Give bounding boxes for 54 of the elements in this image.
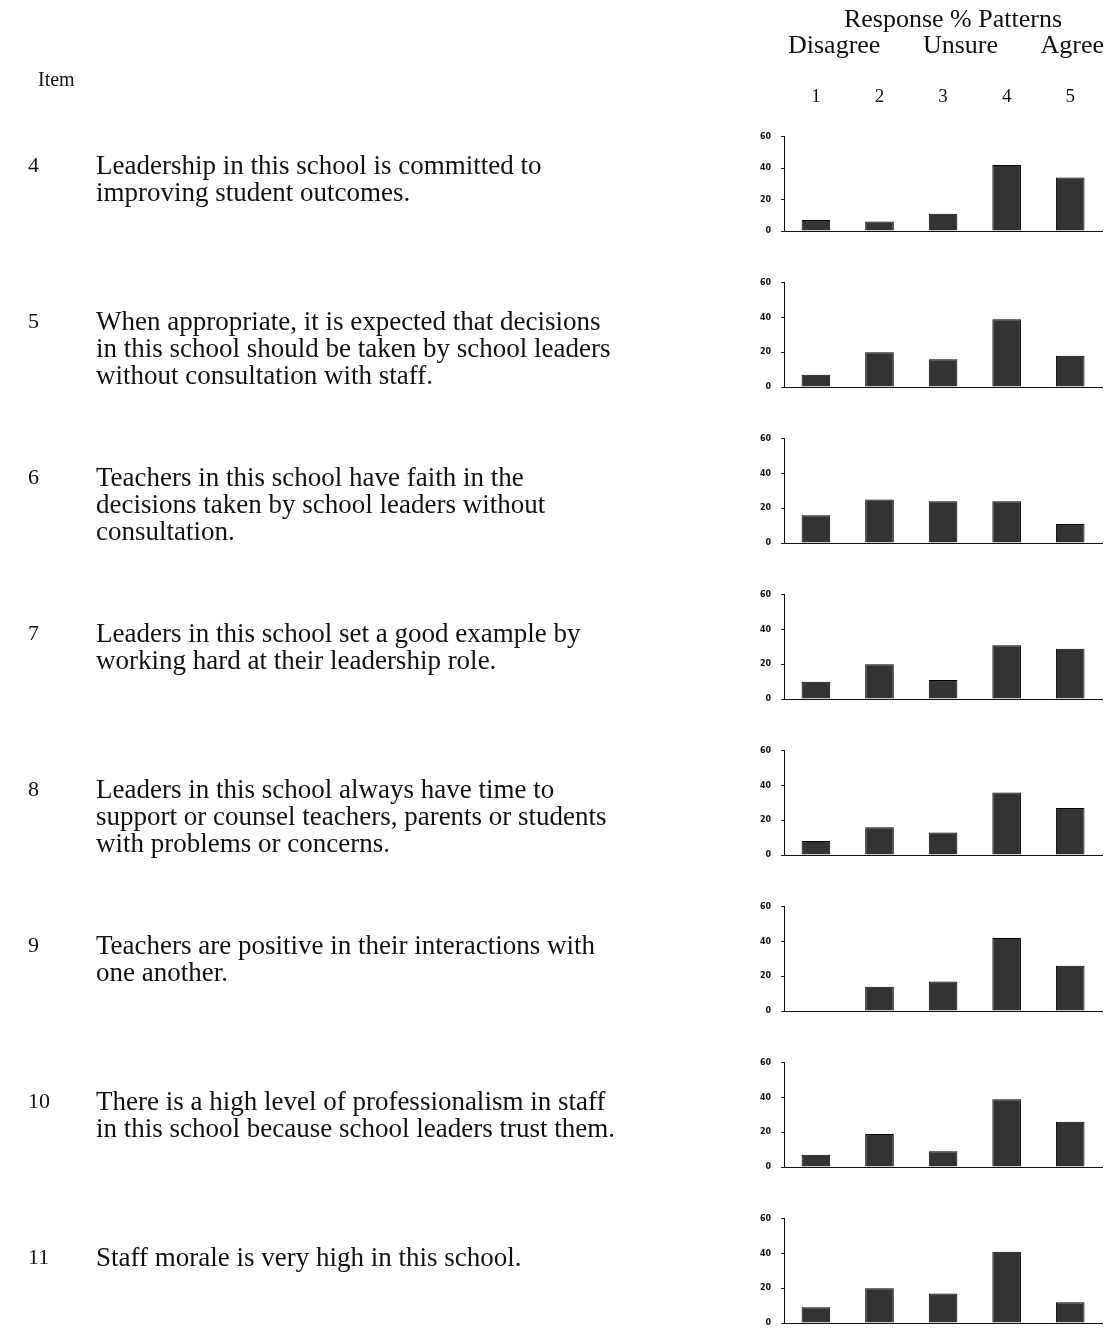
y-tick-label: 0 <box>765 850 772 860</box>
y-tick-label: 60 <box>759 277 772 287</box>
y-tick-label: 0 <box>765 1162 772 1172</box>
x-tick-label: 2 <box>874 85 885 107</box>
text: 6 <box>28 464 39 490</box>
text: 11 <box>28 1244 50 1270</box>
y-tick-label: 40 <box>759 468 772 478</box>
text: When appropriate, it is expected that decisions in this school should be taken by school leaders without consultation with staff. <box>96 306 612 390</box>
y-tick-label: 0 <box>765 694 772 704</box>
text: There is a high level of professionalism in staff in this school because school leaders trust them. <box>96 1086 616 1143</box>
y-tick-label: 60 <box>759 901 772 911</box>
y-tick-label: 20 <box>759 503 772 513</box>
y-tick-label: 40 <box>759 936 772 946</box>
y-tick-label: 60 <box>759 745 772 755</box>
y-tick-label: 20 <box>759 1283 772 1293</box>
text: Leadership in this school is committed to improving student outcomes. <box>96 150 543 207</box>
text: 9 <box>28 932 39 958</box>
text: Item <box>38 68 75 91</box>
y-tick-label: 0 <box>765 382 772 392</box>
y-tick-label: 40 <box>759 312 772 322</box>
text: 7 <box>28 620 39 646</box>
y-tick-label: 20 <box>759 659 772 669</box>
text: 5 <box>28 308 39 334</box>
y-tick-label: 0 <box>765 1006 772 1016</box>
text: Teachers are positive in their interactions with one another. <box>96 930 596 987</box>
y-tick-label: 20 <box>759 1127 772 1137</box>
x-tick-label: 1 <box>811 85 821 107</box>
y-tick-label: 60 <box>759 1213 772 1223</box>
y-tick-label: 40 <box>759 1248 772 1258</box>
x-tick-label: 5 <box>1065 85 1075 107</box>
y-tick-label: 0 <box>765 538 772 548</box>
y-tick-label: 40 <box>759 624 772 634</box>
y-tick-label: 20 <box>759 194 772 204</box>
x-tick-label: 4 <box>1001 85 1012 107</box>
x-tick-label: 3 <box>938 85 948 107</box>
y-tick-label: 0 <box>765 1318 772 1328</box>
text: Leaders in this school always have time to support or counsel teachers, parents or students with problems or concerns. <box>96 774 608 858</box>
y-tick-label: 0 <box>765 226 772 236</box>
y-tick-label: 60 <box>759 433 772 443</box>
text: 8 <box>28 776 39 802</box>
text: 10 <box>28 1088 50 1114</box>
y-tick-label: 60 <box>759 131 772 141</box>
y-tick-label: 40 <box>759 163 772 173</box>
y-tick-label: 20 <box>759 815 772 825</box>
y-tick-label: 20 <box>759 971 772 981</box>
text: Teachers in this school have faith in the decisions taken by school leaders without consultation. <box>96 462 547 546</box>
y-tick-label: 60 <box>759 589 772 599</box>
text: 4 <box>28 152 39 178</box>
text: Staff morale is very high in this school. <box>96 1242 523 1272</box>
text: Leaders in this school set a good example by working hard at their leadership role. <box>96 618 582 675</box>
y-tick-label: 40 <box>759 1092 772 1102</box>
y-tick-label: 40 <box>759 780 772 790</box>
y-tick-label: 60 <box>759 1057 772 1067</box>
y-tick-label: 20 <box>759 347 772 357</box>
